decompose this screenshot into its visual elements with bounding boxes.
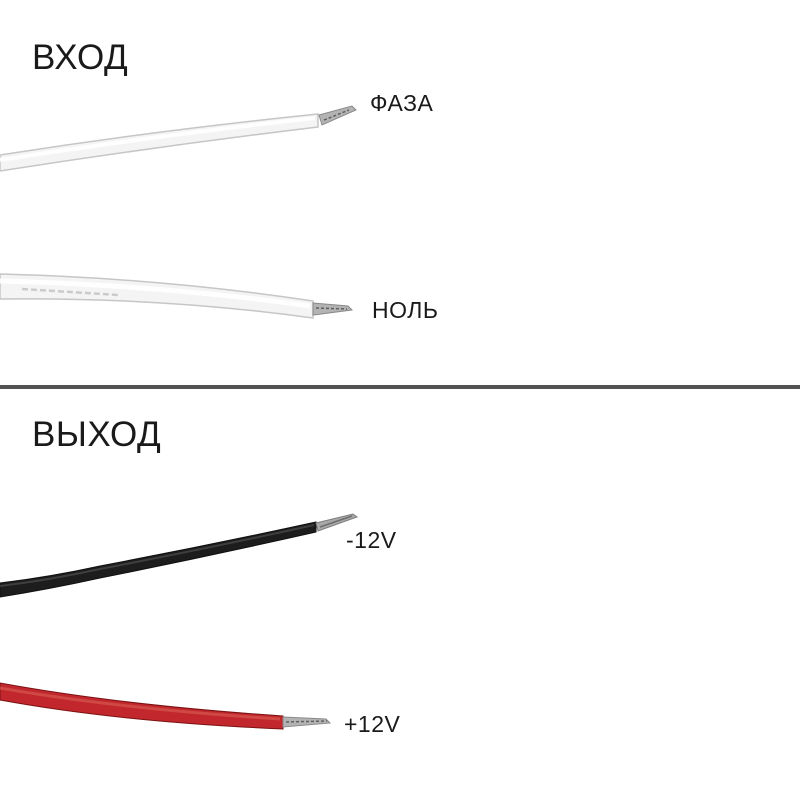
plus12v-wire-tip-strands <box>285 720 328 723</box>
neutral-wire-print <box>21 287 119 297</box>
minus12v-wire-insulation <box>0 521 317 598</box>
phase-wire-tip <box>318 105 357 126</box>
minus12v-wire-label: -12V <box>346 527 397 553</box>
phase-wire <box>0 105 357 172</box>
output-section-title: ВЫХОД <box>32 415 162 454</box>
plus12v-wire-highlight <box>0 686 281 721</box>
minus12v-wire-highlight <box>0 524 315 587</box>
minus12v-wire <box>0 513 359 598</box>
phase-wire-label: ФАЗА <box>370 90 434 116</box>
minus12v-wire-tip-shade <box>319 515 353 528</box>
neutral-wire-label: НОЛЬ <box>372 297 439 323</box>
input-section-title: ВХОД <box>32 38 129 77</box>
neutral-wire-tip-strands <box>315 307 348 310</box>
phase-wire-tip-strands <box>323 109 350 121</box>
section-divider <box>0 385 800 389</box>
neutral-wire-highlight <box>0 278 311 309</box>
phase-wire-highlight <box>0 116 316 162</box>
plus12v-wire-label: +12V <box>344 711 401 737</box>
plus12v-wire <box>0 682 332 730</box>
neutral-wire <box>0 273 354 319</box>
